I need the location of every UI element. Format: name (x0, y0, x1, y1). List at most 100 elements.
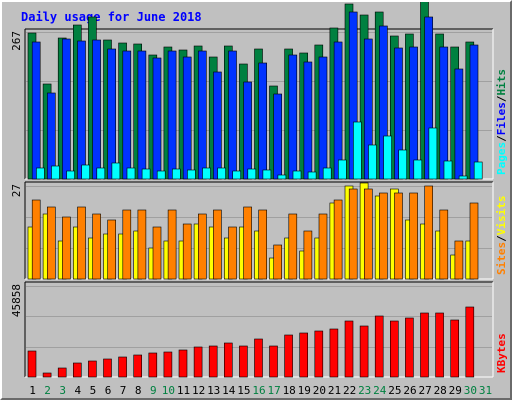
bar-pages-day-18 (292, 170, 302, 180)
bar-sites-day-2 (46, 206, 56, 280)
day-label-24: 24 (373, 384, 387, 397)
bar-files-day-1 (31, 41, 41, 180)
day-label-7: 7 (120, 384, 127, 397)
bar-sites-day-1 (31, 199, 41, 280)
bar-pages-day-3 (66, 170, 75, 180)
bar-files-day-16 (258, 62, 268, 180)
bar-sites-day-4 (77, 206, 86, 280)
legend-entry: / (495, 235, 508, 242)
day-label-8: 8 (135, 384, 142, 397)
bar-kbytes-day-12 (193, 346, 203, 378)
bar-pages-day-30 (473, 161, 483, 180)
y-max-label: 45858 (10, 284, 23, 317)
legend-entry: Pages (495, 142, 508, 175)
bar-kbytes-day-30 (465, 306, 475, 378)
bar-pages-day-28 (443, 160, 453, 180)
bar-sites-day-18 (288, 213, 298, 280)
bar-sites-day-24 (379, 192, 388, 280)
bar-files-day-17 (273, 93, 283, 180)
bar-pages-day-12 (202, 167, 211, 180)
bar-sites-day-6 (107, 219, 116, 280)
bar-sites-day-14 (228, 226, 237, 280)
bar-pages-day-29 (458, 175, 468, 180)
bar-files-day-20 (318, 56, 328, 180)
bar-sites-day-16 (258, 209, 268, 280)
bar-kbytes-day-16 (254, 338, 263, 378)
bar-kbytes-day-21 (329, 328, 339, 378)
bar-pages-day-15 (247, 168, 257, 180)
y-max-label: 27 (10, 184, 23, 197)
bar-sites-day-27 (424, 185, 434, 280)
bar-kbytes-day-28 (435, 312, 444, 378)
bar-pages-day-10 (172, 168, 181, 180)
bar-files-day-7 (122, 50, 132, 180)
bar-kbytes-day-26 (405, 317, 414, 378)
day-label-20: 20 (313, 384, 326, 397)
bar-pages-day-13 (217, 167, 226, 180)
bar-sites-day-17 (273, 244, 283, 280)
bar-kbytes-day-1 (27, 350, 37, 378)
day-label-9: 9 (150, 384, 157, 397)
bar-kbytes-day-3 (57, 367, 67, 378)
day-label-15: 15 (237, 384, 250, 397)
bar-files-day-21 (333, 41, 343, 180)
day-label-18: 18 (283, 384, 296, 397)
day-label-19: 19 (298, 384, 311, 397)
day-label-29: 29 (449, 384, 462, 397)
bar-pages-day-1 (36, 167, 45, 180)
bar-files-day-14 (228, 50, 237, 180)
bar-kbytes-day-7 (118, 356, 127, 378)
bar-pages-day-11 (187, 169, 196, 180)
day-label-25: 25 (388, 384, 401, 397)
bar-sites-day-11 (182, 223, 192, 280)
bar-kbytes-day-19 (299, 332, 309, 378)
bar-pages-day-9 (156, 170, 166, 180)
bar-files-day-6 (107, 48, 116, 180)
bar-pages-day-23 (368, 144, 377, 180)
bar-files-day-18 (288, 54, 298, 180)
bar-files-day-26 (409, 46, 418, 180)
bar-kbytes-day-15 (239, 345, 248, 378)
bar-pages-day-22 (353, 121, 362, 180)
bar-sites-day-21 (333, 199, 343, 280)
day-label-23: 23 (358, 384, 371, 397)
day-label-31: 31 (479, 384, 492, 397)
bar-kbytes-day-25 (389, 320, 399, 378)
bar-sites-day-30 (469, 202, 479, 280)
bar-kbytes-day-5 (88, 360, 97, 378)
bar-pages-day-4 (81, 164, 90, 180)
bar-pages-day-7 (126, 167, 136, 180)
day-label-12: 12 (192, 384, 205, 397)
legend-entry: Files (495, 102, 508, 135)
day-label-6: 6 (105, 384, 112, 397)
day-label-13: 13 (207, 384, 220, 397)
bar-files-day-15 (243, 81, 252, 180)
bar-pages-day-14 (232, 170, 241, 180)
bar-sites-day-29 (454, 240, 464, 280)
bar-files-day-8 (137, 50, 147, 180)
bar-pages-day-8 (141, 168, 151, 180)
bar-pages-day-16 (262, 169, 272, 180)
day-label-27: 27 (418, 384, 431, 397)
bar-pages-day-21 (337, 159, 347, 180)
bar-pages-day-17 (277, 174, 287, 180)
day-label-1: 1 (29, 384, 36, 397)
bar-sites-day-28 (439, 209, 449, 280)
bar-kbytes-day-24 (374, 315, 384, 378)
day-label-4: 4 (74, 384, 81, 397)
bar-sites-day-10 (167, 209, 177, 280)
bar-pages-day-24 (383, 135, 392, 180)
bar-pages-day-19 (307, 171, 317, 180)
bar-files-day-3 (62, 38, 71, 180)
bar-sites-day-12 (198, 213, 207, 280)
bar-kbytes-day-14 (224, 342, 233, 378)
day-label-10: 10 (162, 384, 175, 397)
legend-entry: Hits (495, 69, 508, 96)
y-max-label: 267 (10, 31, 23, 51)
day-label-17: 17 (267, 384, 280, 397)
bar-sites-day-9 (152, 226, 162, 280)
day-label-16: 16 (252, 384, 265, 397)
bar-pages-day-26 (413, 159, 423, 180)
